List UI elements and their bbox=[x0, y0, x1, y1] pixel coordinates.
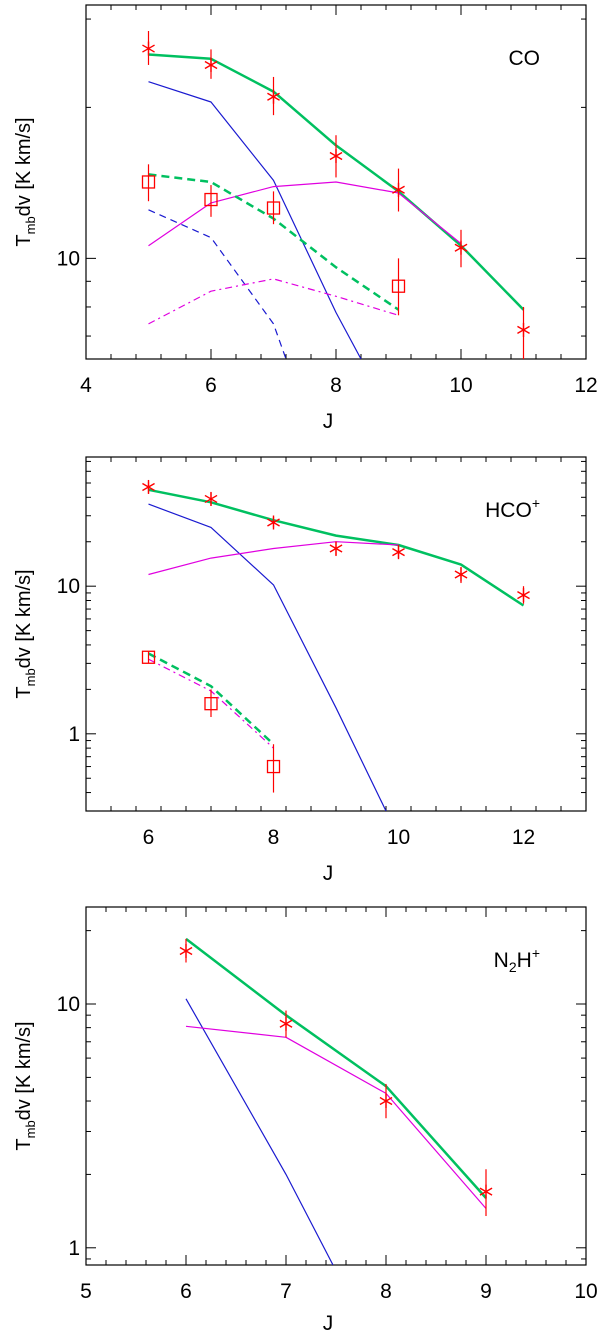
series-line bbox=[185, 998, 334, 1265]
data-points bbox=[179, 938, 493, 1217]
data-point-asterisk bbox=[204, 491, 218, 506]
x-tick-label: 8 bbox=[268, 826, 280, 849]
data-point-asterisk bbox=[204, 57, 218, 72]
x-tick-label: 4 bbox=[80, 374, 92, 397]
x-axis-label: J bbox=[323, 410, 334, 433]
x-tick-label: 8 bbox=[330, 374, 342, 397]
n2h-plus-panel: 5 6 7 8 9 10 1 10 J Tmbdv [K km/s] N2H+ bbox=[13, 906, 598, 1335]
molecule-label: N2H+ bbox=[494, 945, 540, 975]
asterisk-stroke bbox=[329, 544, 343, 553]
data-points bbox=[141, 30, 530, 359]
x-tick-label: 9 bbox=[480, 1280, 492, 1303]
molecule-label: HCO+ bbox=[485, 495, 540, 522]
data-point-asterisk bbox=[179, 943, 193, 958]
data-point-asterisk bbox=[392, 182, 405, 197]
plot-frame bbox=[85, 906, 587, 1266]
x-tick-label: 10 bbox=[387, 826, 410, 849]
hco-plus-panel: 6 8 10 12 1 10 J Tmbdv [K km/s] HCO+ bbox=[13, 456, 587, 885]
molecule-label: CO bbox=[509, 47, 541, 70]
asterisk-stroke bbox=[142, 44, 155, 53]
asterisk-stroke bbox=[267, 92, 280, 101]
x-tick-label: 12 bbox=[512, 826, 535, 849]
data-point-asterisk bbox=[267, 89, 280, 104]
x-tick-label: 12 bbox=[574, 374, 597, 397]
data-point-asterisk bbox=[479, 1184, 493, 1199]
series-line bbox=[148, 541, 399, 576]
y-tick-label: 10 bbox=[57, 575, 80, 598]
data-point-asterisk bbox=[267, 515, 280, 530]
series-line bbox=[185, 937, 487, 1199]
model-lines bbox=[185, 937, 487, 1265]
data-points bbox=[141, 479, 530, 793]
x-tick-label: 10 bbox=[449, 374, 472, 397]
asterisk-stroke bbox=[392, 185, 405, 194]
asterisk-stroke bbox=[267, 518, 280, 527]
model-lines bbox=[147, 488, 525, 811]
data-point-asterisk bbox=[517, 322, 530, 337]
data-point-asterisk bbox=[379, 1094, 393, 1109]
series-line bbox=[148, 81, 362, 359]
series-line bbox=[148, 181, 462, 247]
data-point-asterisk bbox=[329, 148, 343, 163]
asterisk-stroke bbox=[454, 570, 468, 579]
data-point-asterisk bbox=[517, 588, 530, 603]
x-tick-label: 6 bbox=[205, 374, 217, 397]
y-tick-label: 1 bbox=[68, 1237, 80, 1260]
asterisk-stroke bbox=[279, 1019, 293, 1028]
asterisk-stroke bbox=[179, 946, 193, 956]
series-line bbox=[148, 503, 387, 811]
data-point-square bbox=[266, 759, 281, 774]
series-line bbox=[148, 278, 399, 325]
y-tick-label: 1 bbox=[68, 723, 80, 746]
co-panel: 4 6 8 10 12 10 J Tmbdv [K km/s] CO bbox=[13, 4, 598, 433]
x-tick-label: 10 bbox=[574, 1280, 597, 1303]
model-lines bbox=[148, 53, 525, 359]
x-tick-label: 6 bbox=[180, 1280, 192, 1303]
asterisk-stroke bbox=[329, 151, 343, 161]
data-point-asterisk bbox=[454, 567, 468, 582]
data-point-asterisk bbox=[329, 541, 343, 556]
asterisk-stroke bbox=[454, 243, 468, 252]
data-point-square bbox=[141, 650, 156, 664]
asterisk-stroke bbox=[479, 1187, 493, 1196]
asterisk-stroke bbox=[142, 482, 155, 492]
asterisk-stroke bbox=[204, 60, 218, 70]
asterisk-stroke bbox=[379, 1096, 393, 1106]
y-tick-label: 10 bbox=[57, 247, 80, 270]
data-point-asterisk bbox=[392, 545, 405, 560]
asterisk-stroke bbox=[204, 494, 218, 504]
x-tick-label: 7 bbox=[280, 1280, 292, 1303]
data-point-square bbox=[391, 279, 406, 293]
y-axis-label: Tmbdv [K km/s] bbox=[13, 117, 38, 246]
data-point-square bbox=[266, 201, 281, 215]
series-line bbox=[148, 209, 287, 359]
data-point-asterisk bbox=[454, 240, 468, 255]
y-axis-label: Tmbdv [K km/s] bbox=[13, 569, 38, 698]
x-tick-label: 8 bbox=[380, 1280, 392, 1303]
x-tick-label: 5 bbox=[80, 1280, 92, 1303]
y-axis-label: Tmbdv [K km/s] bbox=[13, 1021, 38, 1150]
x-axis-label: J bbox=[323, 862, 334, 885]
x-tick-label: 6 bbox=[143, 826, 155, 849]
y-tick-label: 10 bbox=[57, 993, 80, 1016]
x-axis-label: J bbox=[323, 1312, 334, 1335]
data-point-square bbox=[204, 192, 218, 207]
series-line bbox=[147, 652, 275, 746]
asterisk-stroke bbox=[517, 325, 530, 335]
data-point-square bbox=[141, 175, 156, 189]
asterisk-stroke bbox=[517, 591, 530, 600]
data-point-asterisk bbox=[142, 479, 155, 494]
data-point-asterisk bbox=[142, 41, 155, 56]
asterisk-stroke bbox=[392, 548, 405, 557]
data-point-square bbox=[204, 697, 218, 711]
series-line bbox=[185, 1025, 487, 1209]
data-point-asterisk bbox=[279, 1016, 293, 1031]
